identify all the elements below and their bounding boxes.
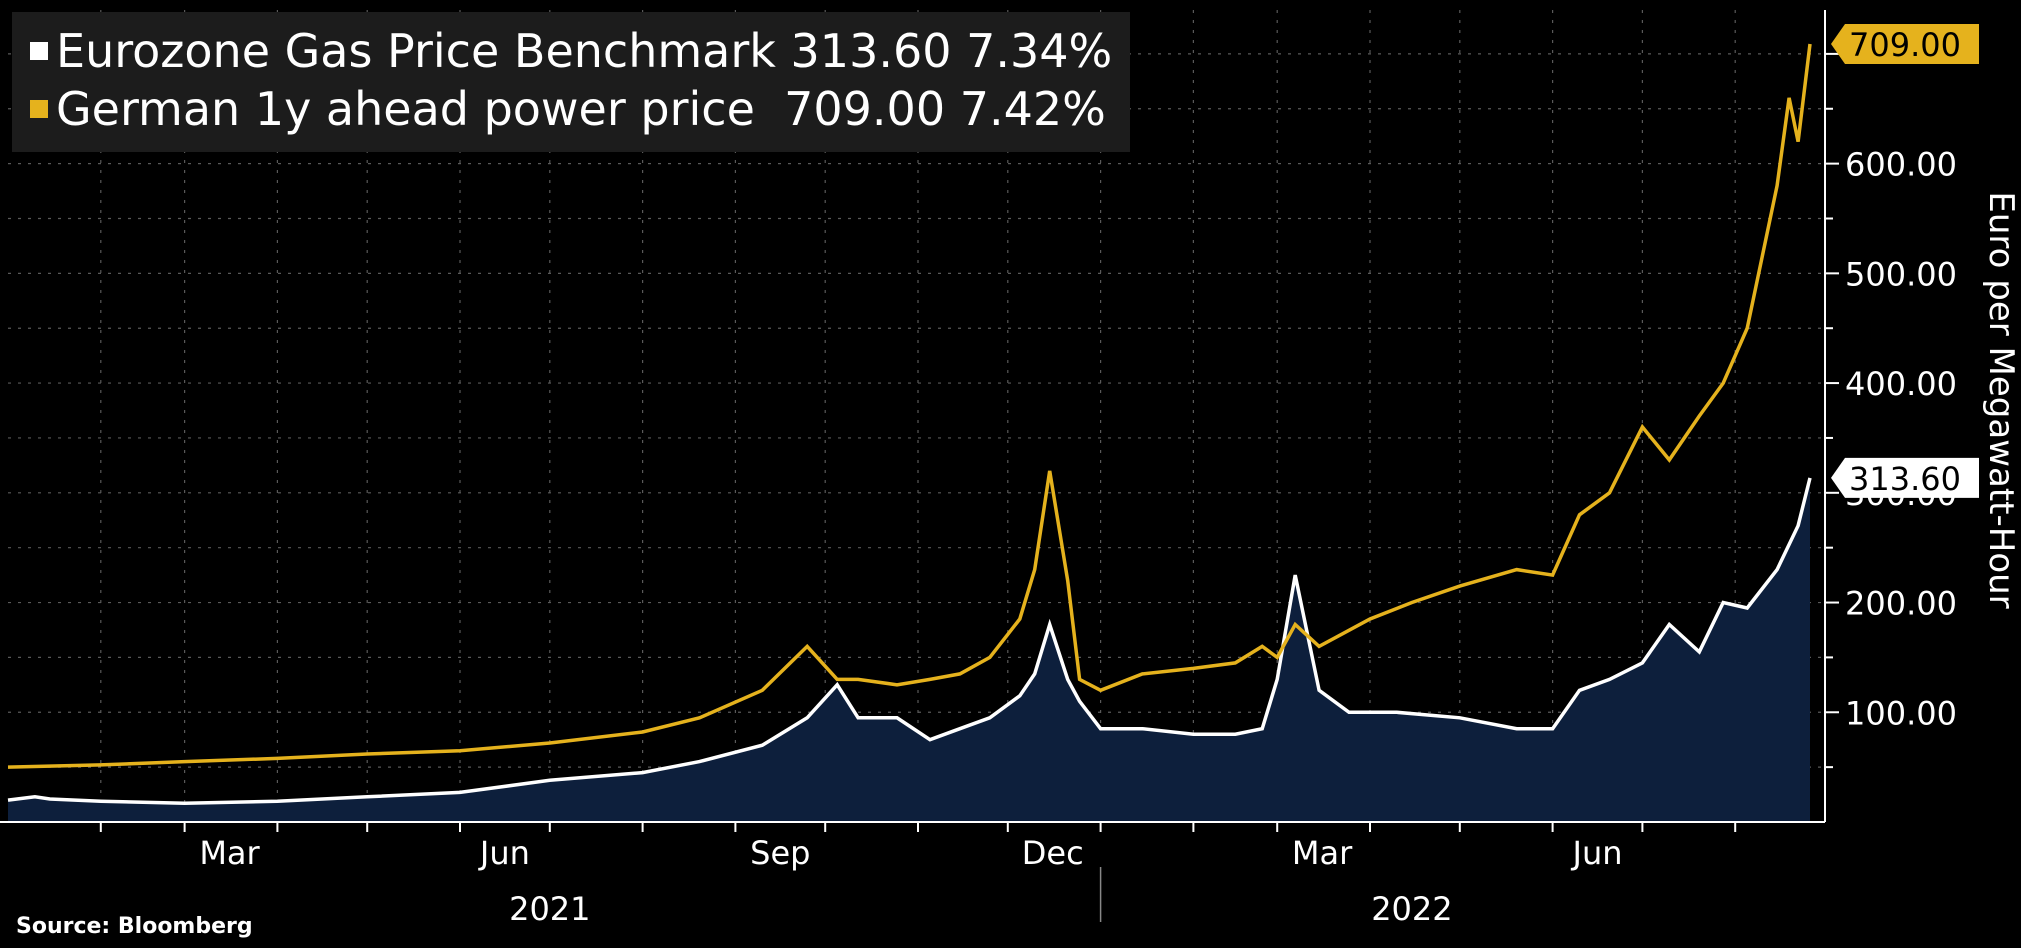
- x-tick-label: Jun: [1571, 834, 1623, 872]
- legend: Eurozone Gas Price Benchmark 313.60 7.34…: [12, 12, 1131, 152]
- gas-series-line: [7, 477, 1812, 806]
- power-end-label-text: 709.00: [1849, 26, 1961, 64]
- power-series-line: [7, 43, 1812, 769]
- end-labels: 709.00 313.60: [1831, 24, 1979, 498]
- gas-end-label-text: 313.60: [1849, 460, 1961, 498]
- y-axis-label: Euro per Megawatt-Hour: [1981, 191, 2021, 608]
- x-tick-label: Mar: [199, 834, 260, 872]
- legend-gas-change: 7.34%: [966, 24, 1113, 78]
- x-tick-label: Dec: [1022, 834, 1084, 872]
- year-label: 2021: [509, 890, 590, 928]
- y-tick-label: 100.00: [1845, 694, 1957, 732]
- axes: [0, 10, 1826, 823]
- legend-power-change: 7.42%: [959, 82, 1106, 136]
- x-tick-label: Jun: [478, 834, 530, 872]
- y-tick-label: 600.00: [1845, 146, 1957, 184]
- y-tick-label: 500.00: [1845, 255, 1957, 293]
- ticks: 100.00200.00300.00400.00500.00600.00MarJ…: [99, 52, 1957, 928]
- legend-power-label: German 1y ahead power price: [56, 82, 755, 136]
- y-tick-label: 200.00: [1845, 585, 1957, 623]
- x-tick-label: Mar: [1292, 834, 1353, 872]
- source-note: Source: Bloomberg: [16, 914, 253, 939]
- x-tick-label: Sep: [750, 834, 810, 872]
- legend-item-power: German 1y ahead power price 709.00 7.42%: [30, 80, 1112, 138]
- y-tick-label: 400.00: [1845, 365, 1957, 403]
- legend-gas-label: Eurozone Gas Price Benchmark: [56, 24, 776, 78]
- gas-series-area: [8, 477, 1810, 822]
- power-end-label-box: [1831, 24, 1979, 65]
- power-swatch: [30, 99, 48, 118]
- year-label: 2022: [1371, 890, 1452, 928]
- gas-end-label-box: [1831, 457, 1979, 498]
- legend-gas-value: 313.60: [790, 24, 952, 78]
- legend-item-gas: Eurozone Gas Price Benchmark 313.60 7.34…: [30, 22, 1112, 80]
- gas-swatch: [30, 41, 48, 60]
- legend-power-value: 709.00: [784, 82, 946, 136]
